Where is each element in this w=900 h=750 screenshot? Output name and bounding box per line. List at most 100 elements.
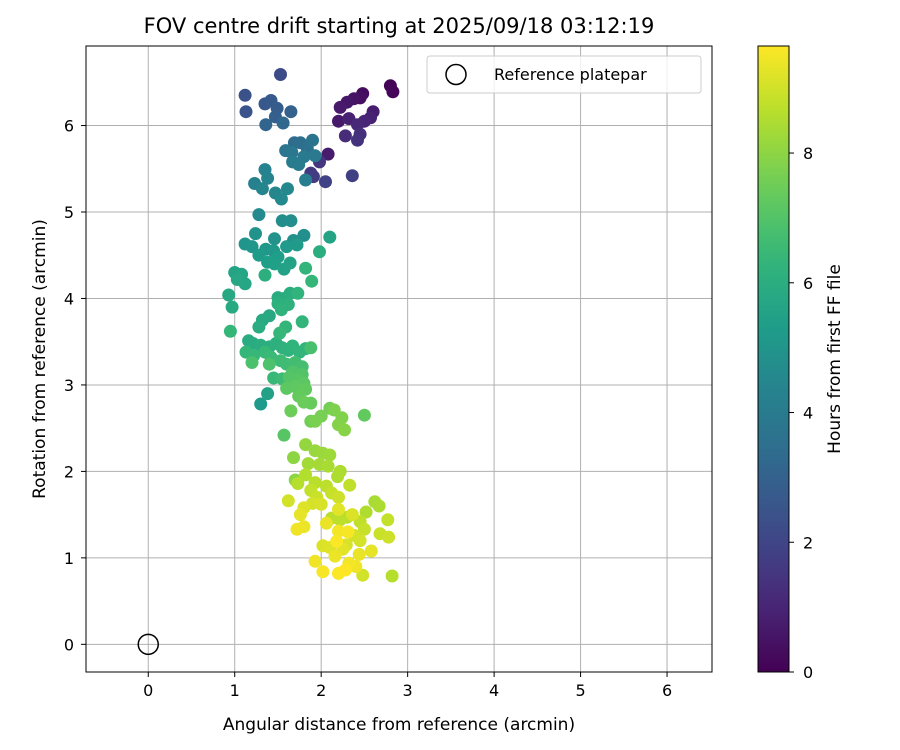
y-tick-label: 2	[64, 462, 74, 481]
data-point	[290, 522, 304, 536]
colorbar-tick-label: 4	[803, 404, 813, 423]
colorbar-ticks: 0 2 4 6 8	[789, 144, 813, 682]
data-point	[252, 208, 266, 222]
data-point	[255, 182, 269, 196]
data-point	[252, 248, 266, 262]
data-point	[225, 300, 239, 314]
data-point	[338, 129, 352, 143]
data-point	[341, 525, 355, 539]
data-point	[293, 508, 307, 522]
data-point	[273, 326, 287, 340]
data-point	[299, 468, 313, 482]
data-point	[331, 470, 345, 484]
data-point	[249, 227, 262, 241]
data-point	[382, 530, 396, 544]
data-point	[301, 457, 315, 471]
data-point	[284, 404, 298, 418]
data-point	[295, 315, 309, 329]
legend-entry-reference: Reference platepar	[494, 65, 647, 84]
data-point	[299, 261, 313, 275]
data-point	[281, 182, 294, 196]
data-point	[274, 192, 288, 206]
data-point	[276, 116, 290, 130]
data-point	[274, 68, 287, 81]
x-tick-label: 0	[143, 681, 153, 700]
data-point	[261, 171, 275, 185]
data-point	[338, 423, 351, 437]
data-point	[359, 505, 373, 519]
data-point	[332, 490, 345, 504]
colorbar-tick-label: 2	[803, 533, 813, 552]
data-point	[258, 268, 272, 282]
data-point	[386, 85, 400, 99]
colorbar-label: Hours from first FF file	[825, 264, 845, 454]
data-point	[353, 534, 367, 548]
data-point	[239, 105, 253, 119]
data-point	[306, 133, 319, 147]
y-tick-label: 4	[64, 289, 74, 308]
data-point	[277, 428, 291, 442]
data-point	[316, 565, 330, 579]
data-point	[308, 414, 322, 428]
reference-platepar-marker	[137, 633, 160, 656]
data-point	[332, 524, 345, 538]
data-point	[332, 502, 345, 516]
data-point	[351, 133, 364, 147]
data-point	[319, 175, 332, 189]
data-point	[345, 508, 359, 522]
y-tick-label: 5	[64, 203, 74, 222]
legend-reference-marker	[445, 63, 467, 86]
plot-area	[86, 46, 712, 672]
x-tick-label: 3	[403, 681, 413, 700]
data-point	[343, 478, 357, 492]
data-point	[356, 568, 370, 582]
data-point	[297, 228, 311, 242]
y-tick-label: 6	[64, 117, 74, 136]
legend: Reference platepar	[426, 55, 702, 94]
data-point	[333, 100, 347, 114]
data-point	[321, 459, 335, 473]
data-point	[274, 303, 288, 317]
data-point	[330, 534, 344, 548]
data-point	[333, 513, 347, 527]
y-tick-label: 0	[64, 635, 74, 654]
data-point	[323, 448, 337, 462]
data-point	[352, 547, 366, 561]
data-point	[238, 88, 252, 102]
data-point	[308, 554, 322, 568]
data-point	[357, 522, 371, 536]
data-point	[364, 544, 378, 558]
data-point	[345, 169, 359, 183]
data-point	[280, 240, 294, 254]
x-tick-label: 4	[489, 681, 499, 700]
data-point	[222, 288, 236, 302]
data-point	[262, 357, 276, 371]
colorbar-tick-label: 6	[803, 274, 813, 293]
y-axis-label: Rotation from reference (arcmin)	[30, 219, 50, 499]
colorbar-gradient	[757, 45, 790, 673]
data-point	[283, 256, 297, 270]
data-point	[308, 149, 322, 163]
data-point	[313, 245, 326, 259]
data-point	[299, 173, 313, 187]
data-point	[385, 569, 399, 583]
data-point	[299, 438, 313, 452]
data-point	[268, 257, 281, 271]
data-point	[321, 147, 335, 161]
data-point	[319, 516, 333, 530]
data-point	[328, 549, 342, 563]
data-point	[292, 158, 306, 171]
data-point	[304, 341, 318, 355]
x-tick-label: 5	[575, 681, 585, 700]
data-point	[372, 499, 386, 513]
data-point	[284, 214, 298, 228]
data-point	[381, 513, 395, 527]
y-tick-label: 3	[64, 376, 74, 395]
colorbar: 0 2 4 6 8 Hours from first FF file	[757, 45, 845, 682]
data-point	[290, 238, 304, 252]
x-tick-label: 6	[662, 681, 672, 700]
data-point	[281, 494, 295, 508]
data-point	[259, 118, 273, 132]
x-tick-label: 2	[316, 681, 326, 700]
data-point	[287, 451, 300, 465]
